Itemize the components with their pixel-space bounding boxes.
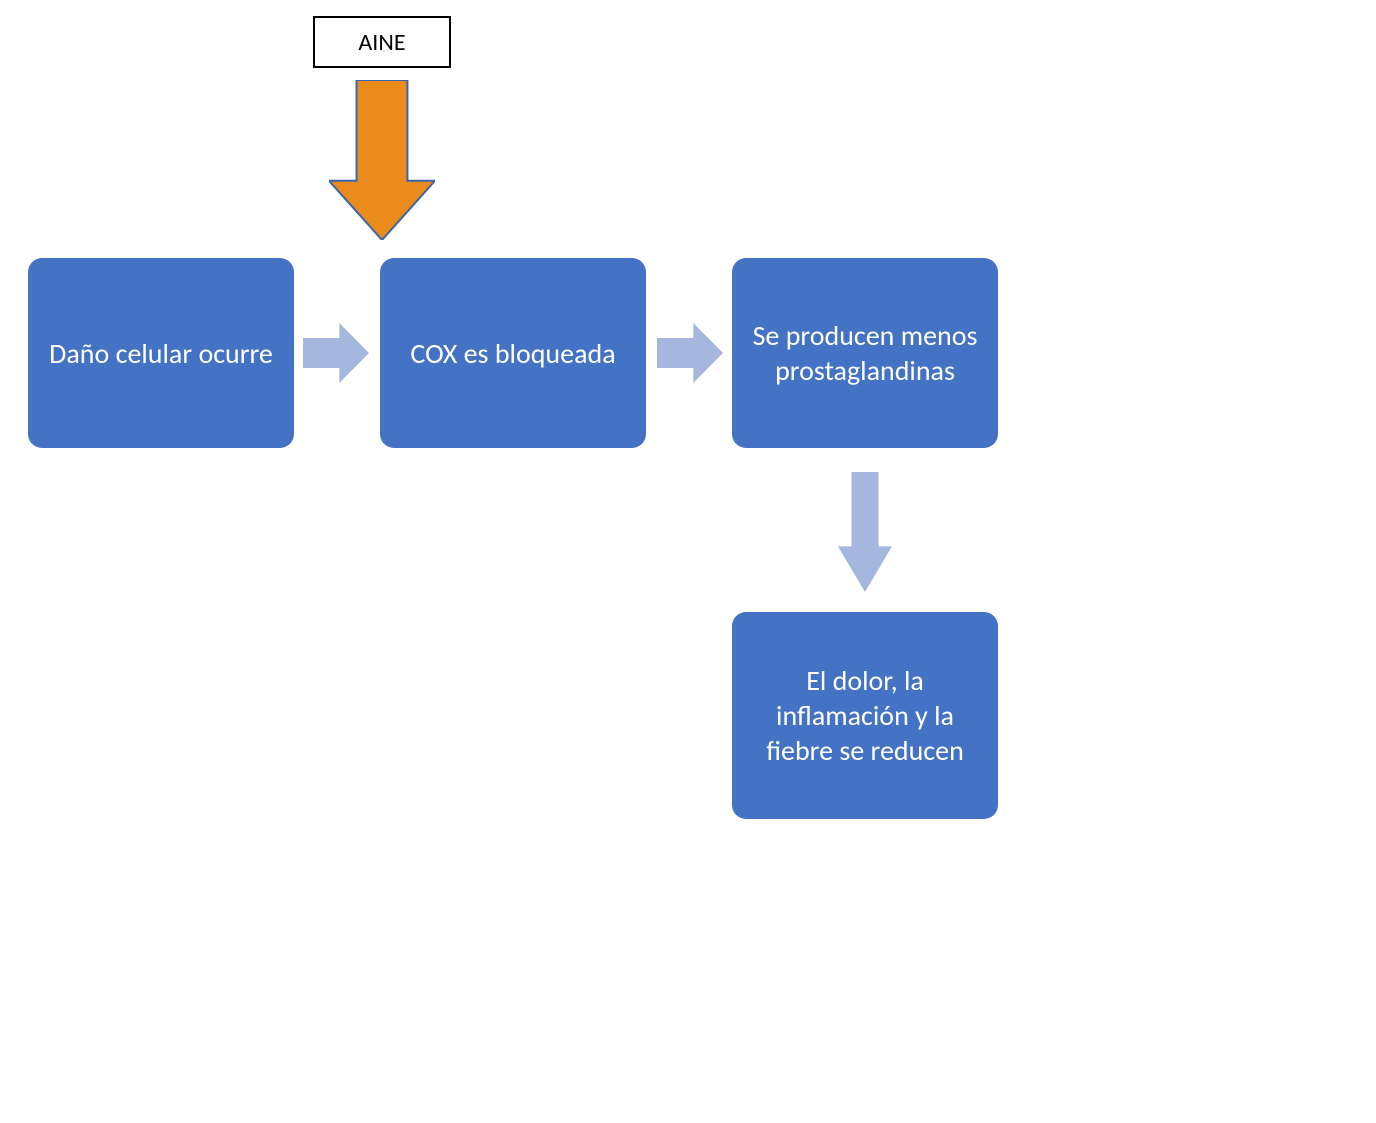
arrow-right-icon <box>657 323 723 383</box>
node-cell-damage: Daño celular ocurre <box>28 258 294 448</box>
node-pain-reduced: El dolor, la inflamación y la fiebre se … <box>732 612 998 819</box>
arrow-down-icon <box>838 472 892 592</box>
node-less-prostaglandins: Se producen menos prostaglandinas <box>732 258 998 448</box>
aine-label-box: AINE <box>313 16 451 68</box>
node-cox-blocked: COX es bloqueada <box>380 258 646 448</box>
aine-arrow-down-icon <box>329 80 435 240</box>
arrow-right-icon <box>303 323 369 383</box>
